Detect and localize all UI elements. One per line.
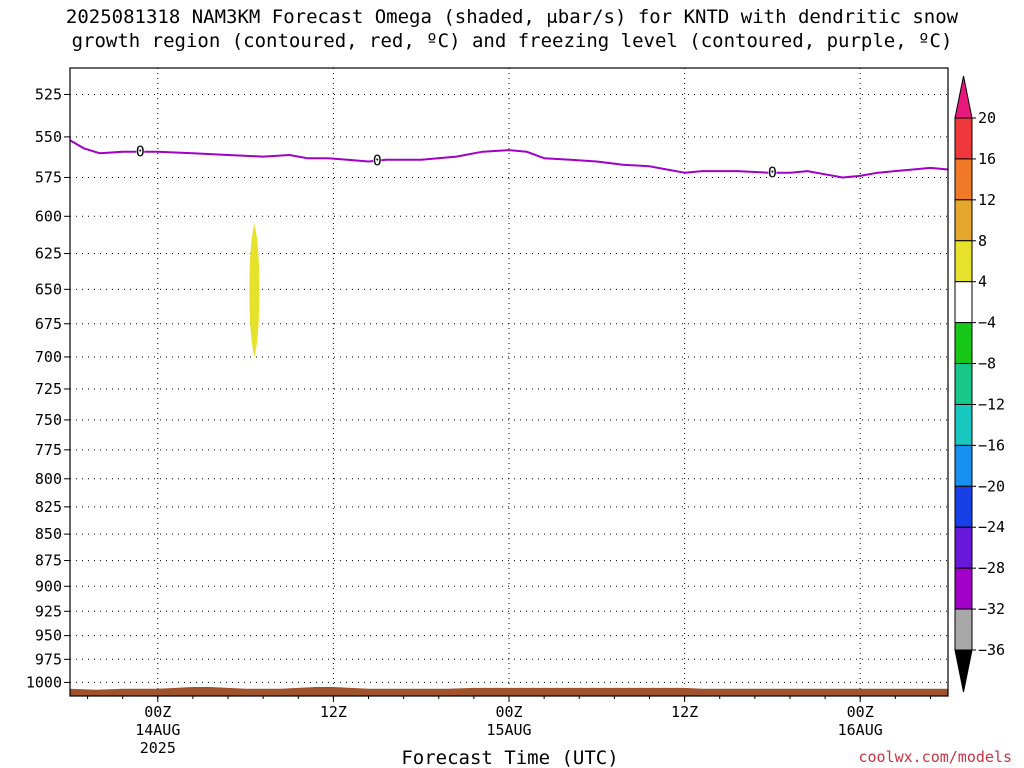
y-tick-label: 575 bbox=[35, 168, 62, 186]
colorbar-bin bbox=[954, 526, 973, 569]
chart-title-line-2: growth region (contoured, red, ºC) and f… bbox=[71, 30, 953, 52]
freezing-level-contour-label: 0 bbox=[768, 164, 777, 182]
y-tick-label: 825 bbox=[35, 498, 62, 516]
x-axis-label: Forecast Time (UTC) bbox=[401, 747, 618, 768]
y-tick-label: 800 bbox=[35, 470, 62, 488]
x-tick-date: 15AUG bbox=[486, 721, 531, 739]
y-tick-label: 650 bbox=[35, 280, 62, 298]
y-tick-label: 975 bbox=[35, 650, 62, 668]
colorbar-label: 4 bbox=[978, 273, 987, 291]
colorbar-bin bbox=[954, 444, 973, 487]
credit-text: coolwx.com/models bbox=[858, 748, 1012, 766]
x-tick-label: 00Z bbox=[495, 703, 522, 721]
colorbar-bin bbox=[954, 322, 973, 365]
y-axis: 525 550 575 600 625 650 675 700 725 750 775 800 825 8… bbox=[26, 85, 70, 691]
colorbar-label: 20 bbox=[978, 109, 996, 127]
omega-shaded-region bbox=[249, 223, 260, 357]
freezing-level-contour-label: 0 bbox=[373, 152, 382, 170]
terrain-area bbox=[70, 687, 948, 696]
y-tick-label: 675 bbox=[35, 315, 62, 333]
contour-label-bg bbox=[373, 153, 382, 167]
colorbar-label: −12 bbox=[978, 395, 1005, 413]
x-tick-label: 12Z bbox=[671, 703, 698, 721]
terrain-fill bbox=[70, 687, 948, 696]
colorbar-bin bbox=[954, 363, 973, 405]
colorbar-bin bbox=[954, 567, 973, 610]
colorbar-upper-arrow bbox=[954, 75, 973, 119]
plot-frame bbox=[69, 67, 949, 697]
x-tick-label: 00Z bbox=[144, 703, 171, 721]
colorbar-label: −36 bbox=[978, 641, 1005, 659]
y-tick-label: 550 bbox=[35, 128, 62, 146]
colorbar-label: 16 bbox=[978, 150, 996, 168]
x-tick-date: 16AUG bbox=[838, 721, 883, 739]
x-tick-label: 00Z bbox=[847, 703, 874, 721]
colorbar-label: 8 bbox=[978, 232, 987, 250]
y-tick-label: 525 bbox=[35, 85, 62, 103]
colorbar-bin bbox=[954, 403, 973, 446]
y-tick-label: 1000 bbox=[26, 673, 62, 691]
y-tick-label: 600 bbox=[35, 207, 62, 225]
contour-label-bg bbox=[768, 165, 777, 179]
contour-label-bg bbox=[136, 144, 145, 158]
colorbar-label: −28 bbox=[978, 559, 1005, 577]
colorbar-bin bbox=[954, 158, 973, 201]
x-tick-date: 14AUG bbox=[135, 721, 180, 739]
colorbar-bin bbox=[954, 117, 973, 160]
colorbar-label: −32 bbox=[978, 600, 1005, 618]
y-tick-label: 900 bbox=[35, 577, 62, 595]
grid-lines bbox=[70, 68, 948, 696]
freezing-level-contour-label: 0 bbox=[136, 143, 145, 161]
y-tick-label: 925 bbox=[35, 602, 62, 620]
colorbar-label: −16 bbox=[978, 436, 1005, 454]
colorbar-label: −24 bbox=[978, 518, 1005, 536]
y-tick-label: 850 bbox=[35, 525, 62, 543]
colorbar-label: −20 bbox=[978, 477, 1005, 495]
colorbar-bin bbox=[954, 608, 973, 651]
x-tick-label: 12Z bbox=[320, 703, 347, 721]
omega-shading bbox=[249, 223, 260, 357]
y-tick-label: 625 bbox=[35, 245, 62, 263]
freezing-level-line bbox=[69, 139, 949, 179]
plot-border bbox=[69, 67, 949, 697]
y-tick-label: 700 bbox=[35, 348, 62, 366]
colorbar-bin bbox=[954, 485, 973, 528]
y-tick-label: 950 bbox=[35, 627, 62, 645]
colorbar-bin bbox=[954, 281, 973, 324]
chart-title-line-1: 2025081318 NAM3KM Forecast Omega (shaded… bbox=[65, 6, 959, 28]
y-tick-label: 875 bbox=[35, 552, 62, 570]
colorbar-lower-arrow bbox=[954, 649, 973, 693]
colorbar-label: 12 bbox=[978, 191, 996, 209]
x-tick-year: 2025 bbox=[140, 739, 176, 757]
colorbar-label: −8 bbox=[978, 355, 996, 373]
freezing-level-contour: 0 0 0 bbox=[69, 139, 949, 182]
y-tick-label: 725 bbox=[35, 380, 62, 398]
y-tick-label: 775 bbox=[35, 441, 62, 459]
colorbar-bin bbox=[954, 199, 973, 242]
colorbar-label: −4 bbox=[978, 314, 996, 332]
colorbar-bin bbox=[954, 240, 973, 283]
y-tick-label: 750 bbox=[35, 411, 62, 429]
colorbar: 20 16 12 8 4 −4 −8 −12 −16 −20 −24 −28 −32 −36 bbox=[954, 75, 1005, 693]
